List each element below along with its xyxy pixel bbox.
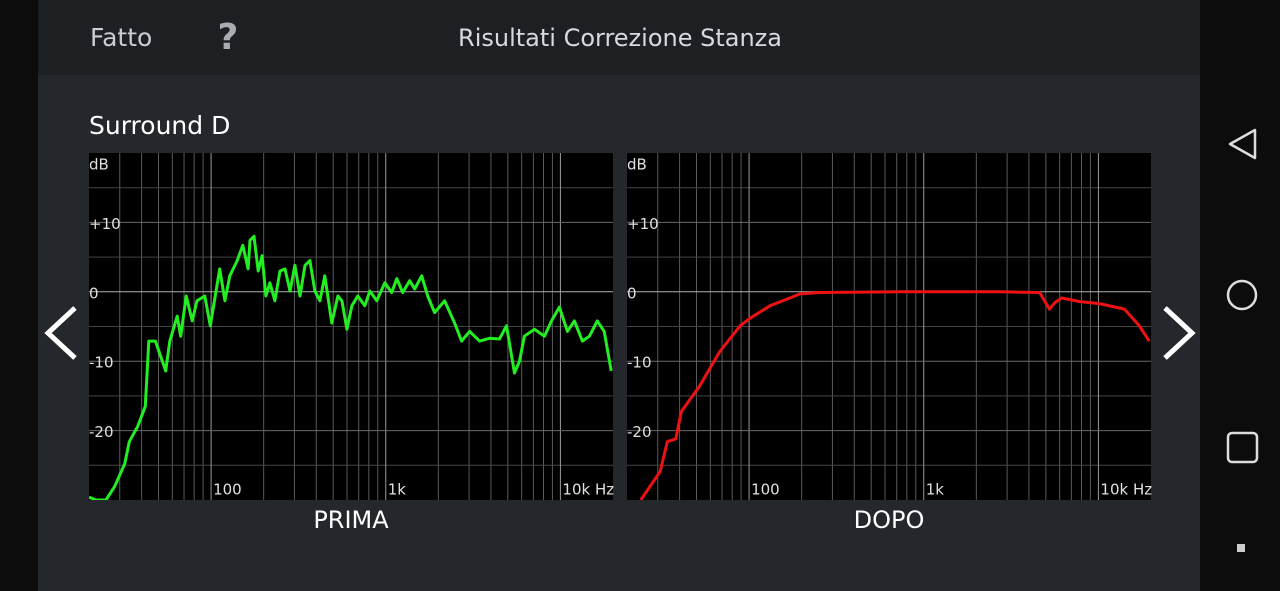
prev-arrow[interactable]	[44, 306, 77, 360]
y-tick-label: 0	[627, 284, 637, 302]
next-arrow[interactable]	[1163, 306, 1196, 360]
response-line	[639, 290, 1151, 500]
y-tick-label: -10	[627, 354, 652, 372]
page-title: Risultati Correzione Stanza	[458, 24, 782, 52]
y-tick-label: 0	[89, 284, 99, 302]
nav-indicator	[1237, 544, 1245, 552]
header-bar	[38, 0, 1200, 75]
y-unit-label: dB	[89, 156, 109, 174]
x-tick-label: 100	[213, 481, 242, 499]
nav-recent[interactable]	[1226, 431, 1259, 464]
x-tick-label: 100	[751, 481, 780, 499]
y-tick-label: +10	[627, 215, 659, 233]
y-tick-label: -20	[627, 423, 652, 441]
x-tick-label: 10k Hz	[562, 481, 614, 499]
y-tick-label: -20	[89, 423, 114, 441]
x-tick-label: 1k	[926, 481, 945, 499]
y-tick-label: -10	[89, 354, 114, 372]
y-unit-label: dB	[627, 156, 647, 174]
chart-caption: DOPO	[854, 506, 925, 534]
x-tick-label: 10k Hz	[1100, 481, 1152, 499]
chart-caption: PRIMA	[313, 506, 389, 534]
section-title: Surround D	[89, 111, 230, 140]
help-button[interactable]: ?	[218, 17, 239, 58]
done-button[interactable]: Fatto	[90, 23, 152, 52]
chart: 100 1k 10k Hz +10 0 -10 -20 dB PRIMA	[89, 153, 614, 534]
response-line	[89, 234, 613, 500]
x-tick-label: 1k	[388, 481, 407, 499]
nav-back[interactable]	[1228, 128, 1257, 160]
nav-home[interactable]	[1226, 279, 1258, 311]
y-tick-label: +10	[89, 215, 121, 233]
chart: 100 1k 10k Hz +10 0 -10 -20 dB DOPO	[627, 153, 1152, 534]
